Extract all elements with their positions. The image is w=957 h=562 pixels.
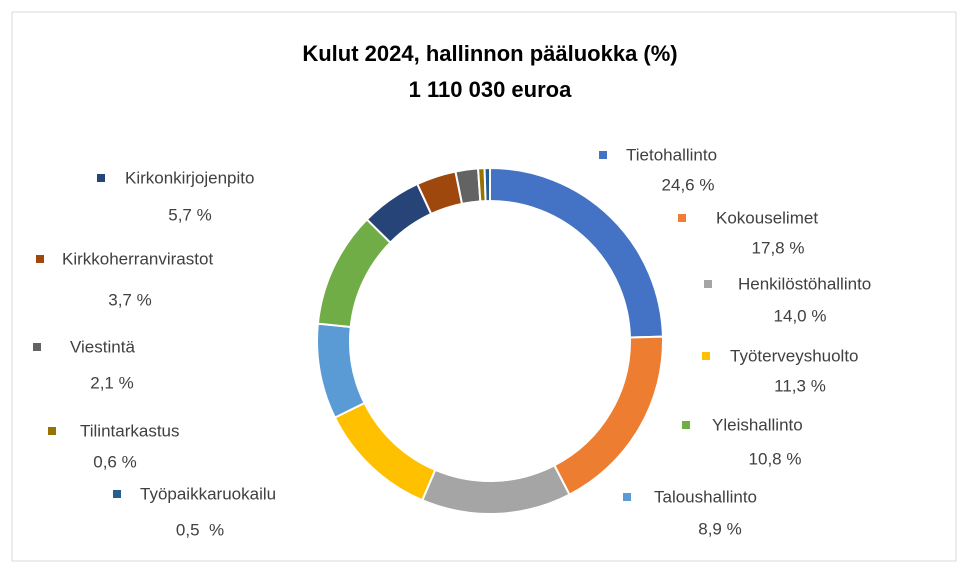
data-label-value: 0,6 % xyxy=(93,452,136,471)
legend-swatch xyxy=(33,343,41,351)
donut-slice xyxy=(483,166,491,203)
data-label-value: 10,8 % xyxy=(749,449,802,468)
data-label-name: Tietohallinto xyxy=(626,145,717,164)
data-label-value: 17,8 % xyxy=(752,238,805,257)
data-label-name: Työterveyshuolto xyxy=(730,346,859,365)
data-label-name: Työpaikkaruokailu xyxy=(140,484,276,503)
chart-frame xyxy=(11,11,957,562)
legend-swatch xyxy=(702,352,710,360)
data-label-name: Kirkonkirjojenpito xyxy=(125,168,254,187)
data-label-value: 14,0 % xyxy=(774,306,827,325)
legend-swatch xyxy=(599,151,607,159)
legend-swatch xyxy=(36,255,44,263)
data-label-name: Viestintä xyxy=(70,337,135,356)
data-label-name: Yleishallinto xyxy=(712,415,803,434)
data-label-value: 8,9 % xyxy=(698,519,741,538)
legend-swatch xyxy=(704,280,712,288)
data-label-value: 0,5 % xyxy=(176,520,224,539)
data-label-value: 11,3 % xyxy=(774,376,826,395)
data-label-value: 5,7 % xyxy=(168,205,211,224)
chart-subtitle: 1 110 030 euroa xyxy=(409,77,572,102)
legend-swatch xyxy=(48,427,56,435)
legend-swatch xyxy=(623,493,631,501)
data-label-value: 2,1 % xyxy=(90,373,133,392)
data-label-name: Kirkkoherranvirastot xyxy=(62,249,213,268)
data-label-name: Kokouselimet xyxy=(716,208,818,227)
data-label-name: Henkilöstöhallinto xyxy=(738,274,871,293)
chart-title: Kulut 2024, hallinnon pääluokka (%) xyxy=(302,41,677,66)
data-label-value: 3,7 % xyxy=(108,290,151,309)
data-label-value: 24,6 % xyxy=(662,175,715,194)
legend-swatch xyxy=(682,421,690,429)
legend-swatch xyxy=(678,214,686,222)
data-label-name: Tilintarkastus xyxy=(80,421,180,440)
legend-swatch xyxy=(97,174,105,182)
data-label-name: Taloushallinto xyxy=(654,487,757,506)
legend-swatch xyxy=(113,490,121,498)
